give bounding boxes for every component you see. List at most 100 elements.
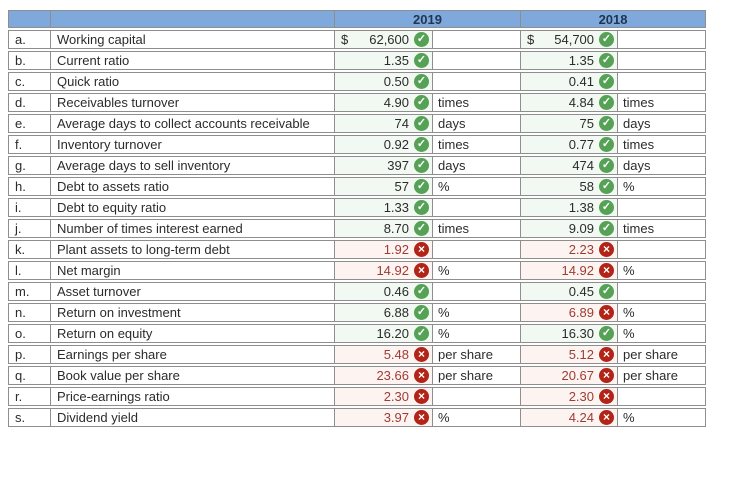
x-icon: × — [414, 263, 429, 278]
row-letter: r. — [8, 387, 50, 406]
table-row: e. Average days to collect accounts rece… — [8, 114, 707, 133]
unit-cell-2019 — [432, 72, 521, 91]
table-row: m. Asset turnover 0.46 ✓ 0.45 ✓ — [8, 282, 707, 301]
row-label: Price-earnings ratio — [50, 387, 334, 406]
unit-cell-2019 — [432, 282, 521, 301]
table-header: 2019 2018 — [8, 10, 707, 28]
x-icon: × — [414, 410, 429, 425]
value-cell-2019: 1.92 × — [334, 240, 432, 259]
row-letter: i. — [8, 198, 50, 217]
row-label: Debt to equity ratio — [50, 198, 334, 217]
value-2018: 474 — [572, 158, 595, 173]
x-icon: × — [599, 410, 615, 425]
row-label: Dividend yield — [50, 408, 334, 427]
row-label: Receivables turnover — [50, 93, 334, 112]
unit-cell-2019 — [432, 387, 521, 406]
table-row: p. Earnings per share 5.48 × per share 5… — [8, 345, 707, 364]
row-label: Asset turnover — [50, 282, 334, 301]
row-label: Number of times interest earned — [50, 219, 334, 238]
value-cell-2018: 6.89 × — [520, 303, 618, 322]
check-icon: ✓ — [414, 137, 429, 152]
check-icon: ✓ — [414, 158, 429, 173]
unit-cell-2018: times — [617, 93, 707, 112]
value-2019: 74 — [394, 116, 409, 131]
value-2019: 8.70 — [383, 221, 409, 236]
unit-cell-2018: days — [617, 156, 707, 175]
check-icon: ✓ — [599, 53, 615, 68]
unit-cell-2018 — [617, 72, 707, 91]
check-icon: ✓ — [599, 137, 615, 152]
value-2018: 58 — [579, 179, 595, 194]
check-icon: ✓ — [599, 221, 615, 236]
table-row: f. Inventory turnover 0.92 ✓ times 0.77 … — [8, 135, 707, 154]
row-label: Average days to sell inventory — [50, 156, 334, 175]
check-icon: ✓ — [599, 32, 615, 47]
x-icon: × — [599, 305, 615, 320]
value-2019: 4.90 — [383, 95, 409, 110]
value-2018: 2.23 — [568, 242, 595, 257]
x-icon: × — [599, 263, 615, 278]
value-2018: 14.92 — [561, 263, 595, 278]
row-letter: p. — [8, 345, 50, 364]
unit-cell-2018 — [617, 387, 707, 406]
value-cell-2019: 8.70 ✓ — [334, 219, 432, 238]
x-icon: × — [414, 368, 429, 383]
check-icon: ✓ — [414, 53, 429, 68]
unit-cell-2019 — [432, 240, 521, 259]
unit-cell-2018: % — [617, 324, 707, 343]
header-letter-cell — [8, 10, 50, 28]
value-cell-2018: 0.41 ✓ — [520, 72, 618, 91]
check-icon: ✓ — [414, 32, 429, 47]
row-label: Current ratio — [50, 51, 334, 70]
value-2019: 1.33 — [383, 200, 409, 215]
unit-cell-2018 — [617, 30, 707, 49]
value-2019: 1.92 — [383, 242, 409, 257]
table-row: g. Average days to sell inventory 397 ✓ … — [8, 156, 707, 175]
check-icon: ✓ — [599, 200, 615, 215]
value-2018: 4.84 — [568, 95, 595, 110]
value-cell-2018: 5.12 × — [520, 345, 618, 364]
check-icon: ✓ — [599, 158, 615, 173]
value-cell-2019: 57 ✓ — [334, 177, 432, 196]
x-icon: × — [599, 368, 615, 383]
value-cell-2019: 4.90 ✓ — [334, 93, 432, 112]
check-icon: ✓ — [414, 221, 429, 236]
table-row: h. Debt to assets ratio 57 ✓ % 58 ✓ % — [8, 177, 707, 196]
row-label: Debt to assets ratio — [50, 177, 334, 196]
check-icon: ✓ — [599, 284, 615, 299]
header-row: 2019 2018 — [8, 10, 707, 28]
unit-cell-2018 — [617, 51, 707, 70]
value-cell-2019: 5.48 × — [334, 345, 432, 364]
table-row: l. Net margin 14.92 × % 14.92 × % — [8, 261, 707, 280]
unit-cell-2018 — [617, 240, 707, 259]
value-cell-2019: 1.33 ✓ — [334, 198, 432, 217]
x-icon: × — [414, 242, 429, 257]
value-cell-2018: 58 ✓ — [520, 177, 618, 196]
value-2019: 0.50 — [383, 74, 409, 89]
currency-symbol: $ — [341, 32, 349, 47]
unit-cell-2018: % — [617, 408, 707, 427]
unit-cell-2018 — [617, 282, 707, 301]
table-row: s. Dividend yield 3.97 × % 4.24 × % — [8, 408, 707, 427]
table-row: c. Quick ratio 0.50 ✓ 0.41 ✓ — [8, 72, 707, 91]
value-2019: 5.48 — [383, 347, 409, 362]
value-cell-2018: 2.30 × — [520, 387, 618, 406]
unit-cell-2019: per share — [432, 345, 521, 364]
value-cell-2019: 397 ✓ — [334, 156, 432, 175]
value-2018: 2.30 — [568, 389, 595, 404]
x-icon: × — [599, 242, 615, 257]
value-cell-2019: 6.88 ✓ — [334, 303, 432, 322]
check-icon: ✓ — [599, 326, 615, 341]
check-icon: ✓ — [414, 179, 429, 194]
check-icon: ✓ — [599, 74, 615, 89]
value-2018: 54,700 — [554, 32, 595, 47]
table-row: k. Plant assets to long-term debt 1.92 ×… — [8, 240, 707, 259]
value-cell-2018: 20.67 × — [520, 366, 618, 385]
value-2018: 0.77 — [568, 137, 595, 152]
value-cell-2018: 14.92 × — [520, 261, 618, 280]
value-2018: 0.45 — [568, 284, 595, 299]
row-label: Earnings per share — [50, 345, 334, 364]
unit-cell-2019 — [432, 51, 521, 70]
unit-cell-2018: per share — [617, 366, 707, 385]
